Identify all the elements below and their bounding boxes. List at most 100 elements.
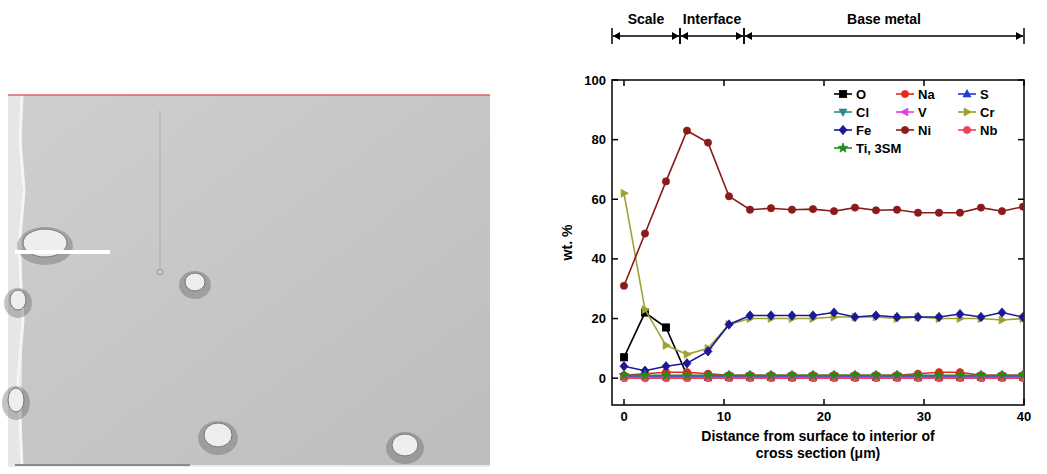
arrow-head — [613, 32, 620, 40]
y-tick-label: 80 — [592, 132, 606, 147]
sem-particle-shadow — [2, 386, 30, 420]
y-tick-label: 20 — [592, 311, 606, 326]
point — [682, 370, 692, 379]
point — [956, 209, 963, 216]
legend-item: Ni — [896, 123, 931, 138]
y-tick — [612, 318, 618, 320]
y-tick — [612, 199, 618, 201]
x-tick-top — [623, 80, 625, 86]
point — [997, 370, 1007, 379]
x-axis-title-line: cross section (μm) — [756, 445, 881, 461]
legend-label: Nb — [980, 123, 997, 138]
series — [620, 309, 1024, 380]
point — [809, 206, 816, 213]
region-bound — [679, 28, 681, 44]
legend-marker — [901, 108, 908, 116]
x-tick — [923, 399, 925, 405]
series — [621, 189, 1024, 358]
point — [808, 370, 818, 379]
series — [619, 370, 1024, 379]
point — [766, 370, 776, 379]
y-tick — [612, 377, 618, 379]
legend-item: Nb — [958, 123, 997, 138]
legend-label: O — [856, 87, 866, 102]
series — [620, 375, 1024, 382]
point — [767, 311, 775, 320]
series — [620, 308, 1024, 376]
legend-marker — [963, 90, 971, 97]
point — [955, 370, 965, 379]
sem-scale-bar — [15, 464, 190, 466]
y-tick-label: 40 — [592, 251, 606, 266]
legend-label: Ti, 3SM — [856, 141, 901, 156]
y-tick-right — [1018, 199, 1024, 201]
point — [893, 206, 900, 213]
sem-particle-shadow — [17, 227, 73, 265]
x-tick-label: 30 — [917, 409, 931, 424]
arrow-head — [1016, 32, 1023, 40]
point — [745, 370, 755, 379]
point — [661, 370, 671, 379]
region — [744, 28, 1024, 44]
point — [851, 204, 858, 211]
point — [663, 341, 670, 349]
point — [872, 207, 879, 214]
sem-particle-shadow — [386, 432, 424, 464]
series — [620, 127, 1024, 289]
series-line — [624, 131, 1023, 286]
point — [662, 324, 669, 331]
legend-item: V — [896, 105, 927, 120]
legend-item: Cl — [834, 105, 869, 120]
x-tick-label: 40 — [1017, 409, 1031, 424]
sem-micrograph — [2, 95, 490, 466]
legend-item: Cr — [958, 105, 994, 120]
point — [914, 312, 922, 321]
point — [893, 312, 901, 321]
legend-marker — [839, 125, 847, 134]
x-tick — [1023, 399, 1025, 405]
legend: ONaSClVCrFeNiNbTi, 3SM — [834, 87, 997, 156]
legend-label: Fe — [856, 123, 871, 138]
y-tick-label: 0 — [599, 371, 606, 386]
region-label: Base metal — [847, 11, 921, 27]
legend-item: Ti, 3SM — [834, 141, 901, 156]
legend-item: Na — [896, 87, 935, 102]
point — [872, 311, 880, 320]
point — [642, 306, 649, 314]
point — [1019, 203, 1024, 210]
sem-particle — [8, 388, 24, 412]
region-bound — [611, 28, 613, 44]
legend-item: O — [834, 87, 866, 102]
sem-particle — [10, 290, 26, 310]
point — [850, 370, 860, 379]
point — [871, 370, 881, 379]
x-tick-label: 0 — [620, 409, 627, 424]
x-tick — [623, 399, 625, 405]
y-tick-label: 60 — [592, 192, 606, 207]
point — [725, 193, 732, 200]
x-tick — [823, 399, 825, 405]
point — [935, 312, 943, 321]
y-axis-title: wt. % — [559, 224, 575, 261]
legend-label: Na — [918, 87, 935, 102]
y-tick-label: 100 — [584, 73, 606, 88]
point — [787, 370, 797, 379]
legend-marker — [839, 90, 846, 97]
sem-image — [8, 95, 490, 465]
y-tick-right — [1018, 139, 1024, 141]
point — [621, 189, 628, 197]
region — [612, 28, 680, 44]
point — [620, 282, 627, 289]
sem-linescan — [15, 250, 110, 254]
sem-particle-shadow — [198, 421, 238, 455]
y-tick — [612, 139, 618, 141]
point — [704, 347, 712, 356]
legend-marker — [838, 143, 848, 152]
sem-particle-shadow — [179, 271, 211, 299]
x-tick-top — [823, 80, 825, 86]
legend-marker — [901, 90, 908, 97]
legend-marker — [964, 108, 971, 116]
point — [725, 320, 733, 329]
region-arrow — [745, 35, 1023, 37]
region-bound — [743, 28, 745, 44]
